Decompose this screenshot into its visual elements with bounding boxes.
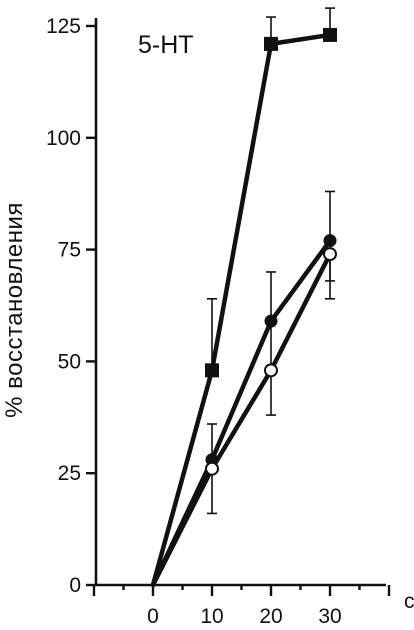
data-point-square bbox=[264, 36, 278, 51]
y-tick-label-50: 50 bbox=[58, 350, 81, 373]
series-line-open-circle bbox=[150, 251, 333, 588]
x-tick-label-0: 0 bbox=[147, 605, 159, 628]
series-open-circle bbox=[150, 247, 337, 588]
data-point-square bbox=[205, 363, 219, 378]
x-tick-label-10: 10 bbox=[200, 605, 223, 628]
chart-axes: 0 25 50 75 100 125 0 10 20 30 bbox=[46, 15, 391, 628]
data-point-open-circle bbox=[323, 247, 337, 262]
data-point-open-circle bbox=[205, 461, 219, 476]
data-point-open-circle bbox=[264, 363, 278, 378]
series-filled-square bbox=[150, 7, 337, 588]
series-line-filled-square bbox=[150, 32, 333, 588]
data-point-filled-circle bbox=[264, 314, 278, 328]
x-axis-end-mark: с bbox=[404, 590, 414, 613]
y-axis-label: % восстановления bbox=[1, 202, 28, 418]
x-tick-label-30: 30 bbox=[318, 605, 341, 628]
y-tick-label-100: 100 bbox=[46, 127, 81, 150]
y-tick-label-25: 25 bbox=[58, 462, 81, 485]
data-point-filled-circle bbox=[323, 234, 337, 248]
data-point-square bbox=[323, 27, 337, 42]
chart-title: 5-HT bbox=[138, 31, 194, 59]
y-tick-label-75: 75 bbox=[58, 239, 81, 262]
chart-series-layer bbox=[150, 7, 337, 588]
x-tick-label-20: 20 bbox=[259, 605, 282, 628]
y-tick-label-125: 125 bbox=[46, 15, 81, 38]
y-tick-label-0: 0 bbox=[69, 574, 81, 597]
